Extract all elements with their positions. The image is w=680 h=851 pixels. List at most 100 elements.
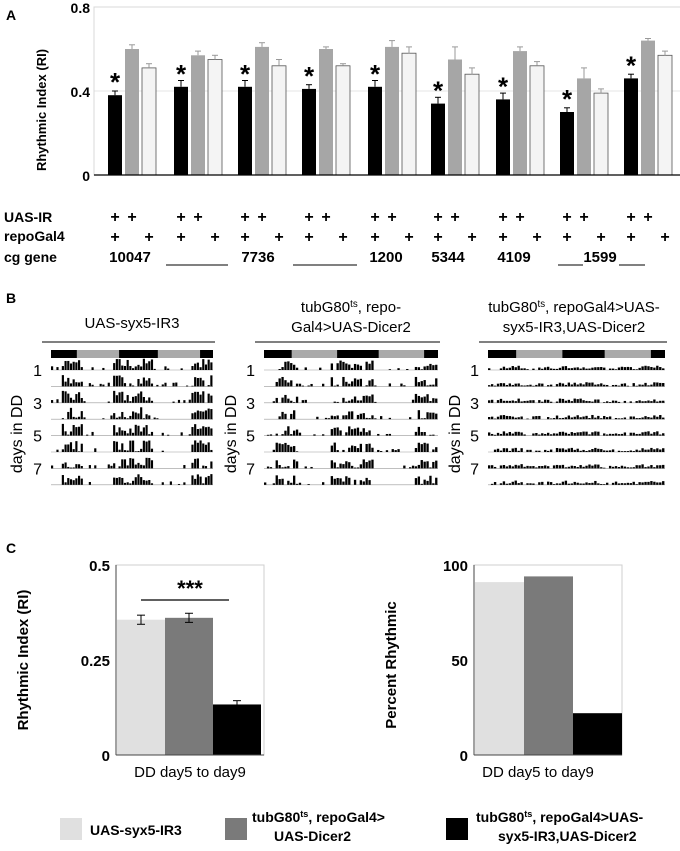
panel-a-bar — [448, 59, 462, 175]
activity-bar — [620, 366, 624, 370]
activity-bar — [365, 432, 368, 436]
repogal4-plus: + — [144, 229, 153, 246]
activity-bar — [488, 417, 491, 420]
activity-bar — [656, 401, 659, 403]
activity-bar — [278, 369, 281, 370]
activity-bar — [67, 478, 70, 485]
activity-bar — [210, 409, 213, 420]
activity-bar — [351, 381, 354, 387]
activity-bar — [585, 431, 588, 436]
activity-bar — [532, 400, 535, 403]
panel-a-significance-star: * — [433, 76, 444, 106]
activity-bar — [132, 440, 135, 452]
activity-bar — [588, 450, 591, 452]
activity-bar — [490, 433, 494, 436]
activity-bar — [348, 364, 351, 370]
activity-bar — [644, 467, 647, 469]
activity-bar — [432, 449, 435, 452]
activity-bar — [281, 467, 284, 469]
activity-bar — [316, 416, 319, 420]
activity-bar — [538, 383, 541, 387]
activity-bar — [582, 416, 585, 420]
activity-bar — [629, 467, 632, 469]
activity-bar — [145, 441, 148, 452]
activity-bar — [635, 449, 638, 452]
activity-bar — [567, 415, 571, 420]
activity-bar — [69, 431, 73, 436]
activity-bar — [647, 449, 650, 452]
activity-bar — [426, 480, 429, 485]
activity-bar — [132, 368, 135, 370]
activity-bar — [126, 359, 129, 370]
activity-bar — [145, 363, 148, 370]
ytick-label: 0.25 — [81, 653, 110, 670]
activity-bar — [345, 415, 348, 420]
activity-bar — [420, 483, 423, 485]
activity-bar — [353, 479, 357, 485]
activity-bar — [153, 417, 156, 420]
activity-bar — [333, 442, 336, 452]
actogram-panel: tubG80ts, repo- Gal4>UAS-Dicer2 days in DD… — [223, 299, 440, 486]
activity-bar — [140, 383, 143, 387]
activity-bar — [632, 432, 635, 436]
activity-bar — [606, 482, 609, 485]
activity-bar — [576, 482, 579, 485]
activity-bar — [588, 434, 591, 436]
activity-bar — [570, 483, 573, 485]
repogal4-plus: + — [240, 229, 249, 246]
activity-bar — [603, 450, 606, 452]
activity-bar — [564, 384, 568, 387]
activity-bar — [333, 401, 336, 403]
light-dark-bar-segment — [76, 350, 120, 358]
activity-bar — [368, 418, 371, 420]
activity-bar — [414, 447, 418, 452]
activity-bar — [351, 445, 354, 452]
activity-bar — [115, 441, 118, 452]
activity-bar — [573, 432, 576, 436]
activity-bar — [336, 415, 339, 420]
activity-bar — [544, 367, 547, 370]
activity-bar — [490, 465, 494, 469]
activity-bar — [588, 464, 591, 469]
activity-bar — [514, 383, 517, 387]
panel-a-bar — [431, 103, 445, 175]
activity-bar — [626, 385, 630, 387]
activity-bar — [656, 431, 659, 436]
activity-bar — [368, 480, 371, 485]
activity-bar — [148, 378, 151, 387]
activity-bar — [123, 417, 127, 420]
activity-bar — [69, 363, 73, 370]
activity-bar — [56, 449, 59, 452]
activity-bar — [611, 433, 615, 436]
activity-bar — [650, 401, 653, 403]
activity-bar — [650, 384, 653, 387]
activity-bar — [547, 385, 550, 387]
activity-bar — [520, 416, 523, 420]
activity-bar — [196, 429, 199, 436]
activity-bar — [275, 442, 278, 452]
actogram-panel: tubG80ts, repoGal4>UAS-syx5-IR3,UAS-Dice… — [447, 299, 667, 486]
activity-bar — [608, 433, 612, 436]
activity-bar — [64, 431, 67, 436]
activity-bar — [194, 412, 197, 420]
panel-a-significance-star: * — [626, 50, 637, 80]
activity-bar — [161, 432, 164, 436]
activity-bar — [287, 398, 290, 403]
light-dark-bar-segment — [378, 350, 425, 358]
panel-a-bar — [593, 92, 609, 176]
activity-bar — [307, 484, 310, 485]
activity-bar — [140, 407, 143, 420]
activity-bar — [514, 367, 517, 370]
activity-bar — [167, 368, 170, 370]
activity-bar — [61, 390, 64, 403]
activity-bar — [281, 367, 284, 370]
activity-bar — [196, 442, 199, 452]
activity-bar — [56, 367, 59, 370]
light-dark-bar-segment — [424, 350, 438, 358]
activity-bar — [488, 465, 491, 469]
activity-bar — [414, 466, 418, 469]
activity-bar — [629, 416, 632, 420]
activity-bar — [635, 401, 638, 403]
activity-bar — [204, 444, 208, 452]
activity-bar — [549, 482, 553, 485]
